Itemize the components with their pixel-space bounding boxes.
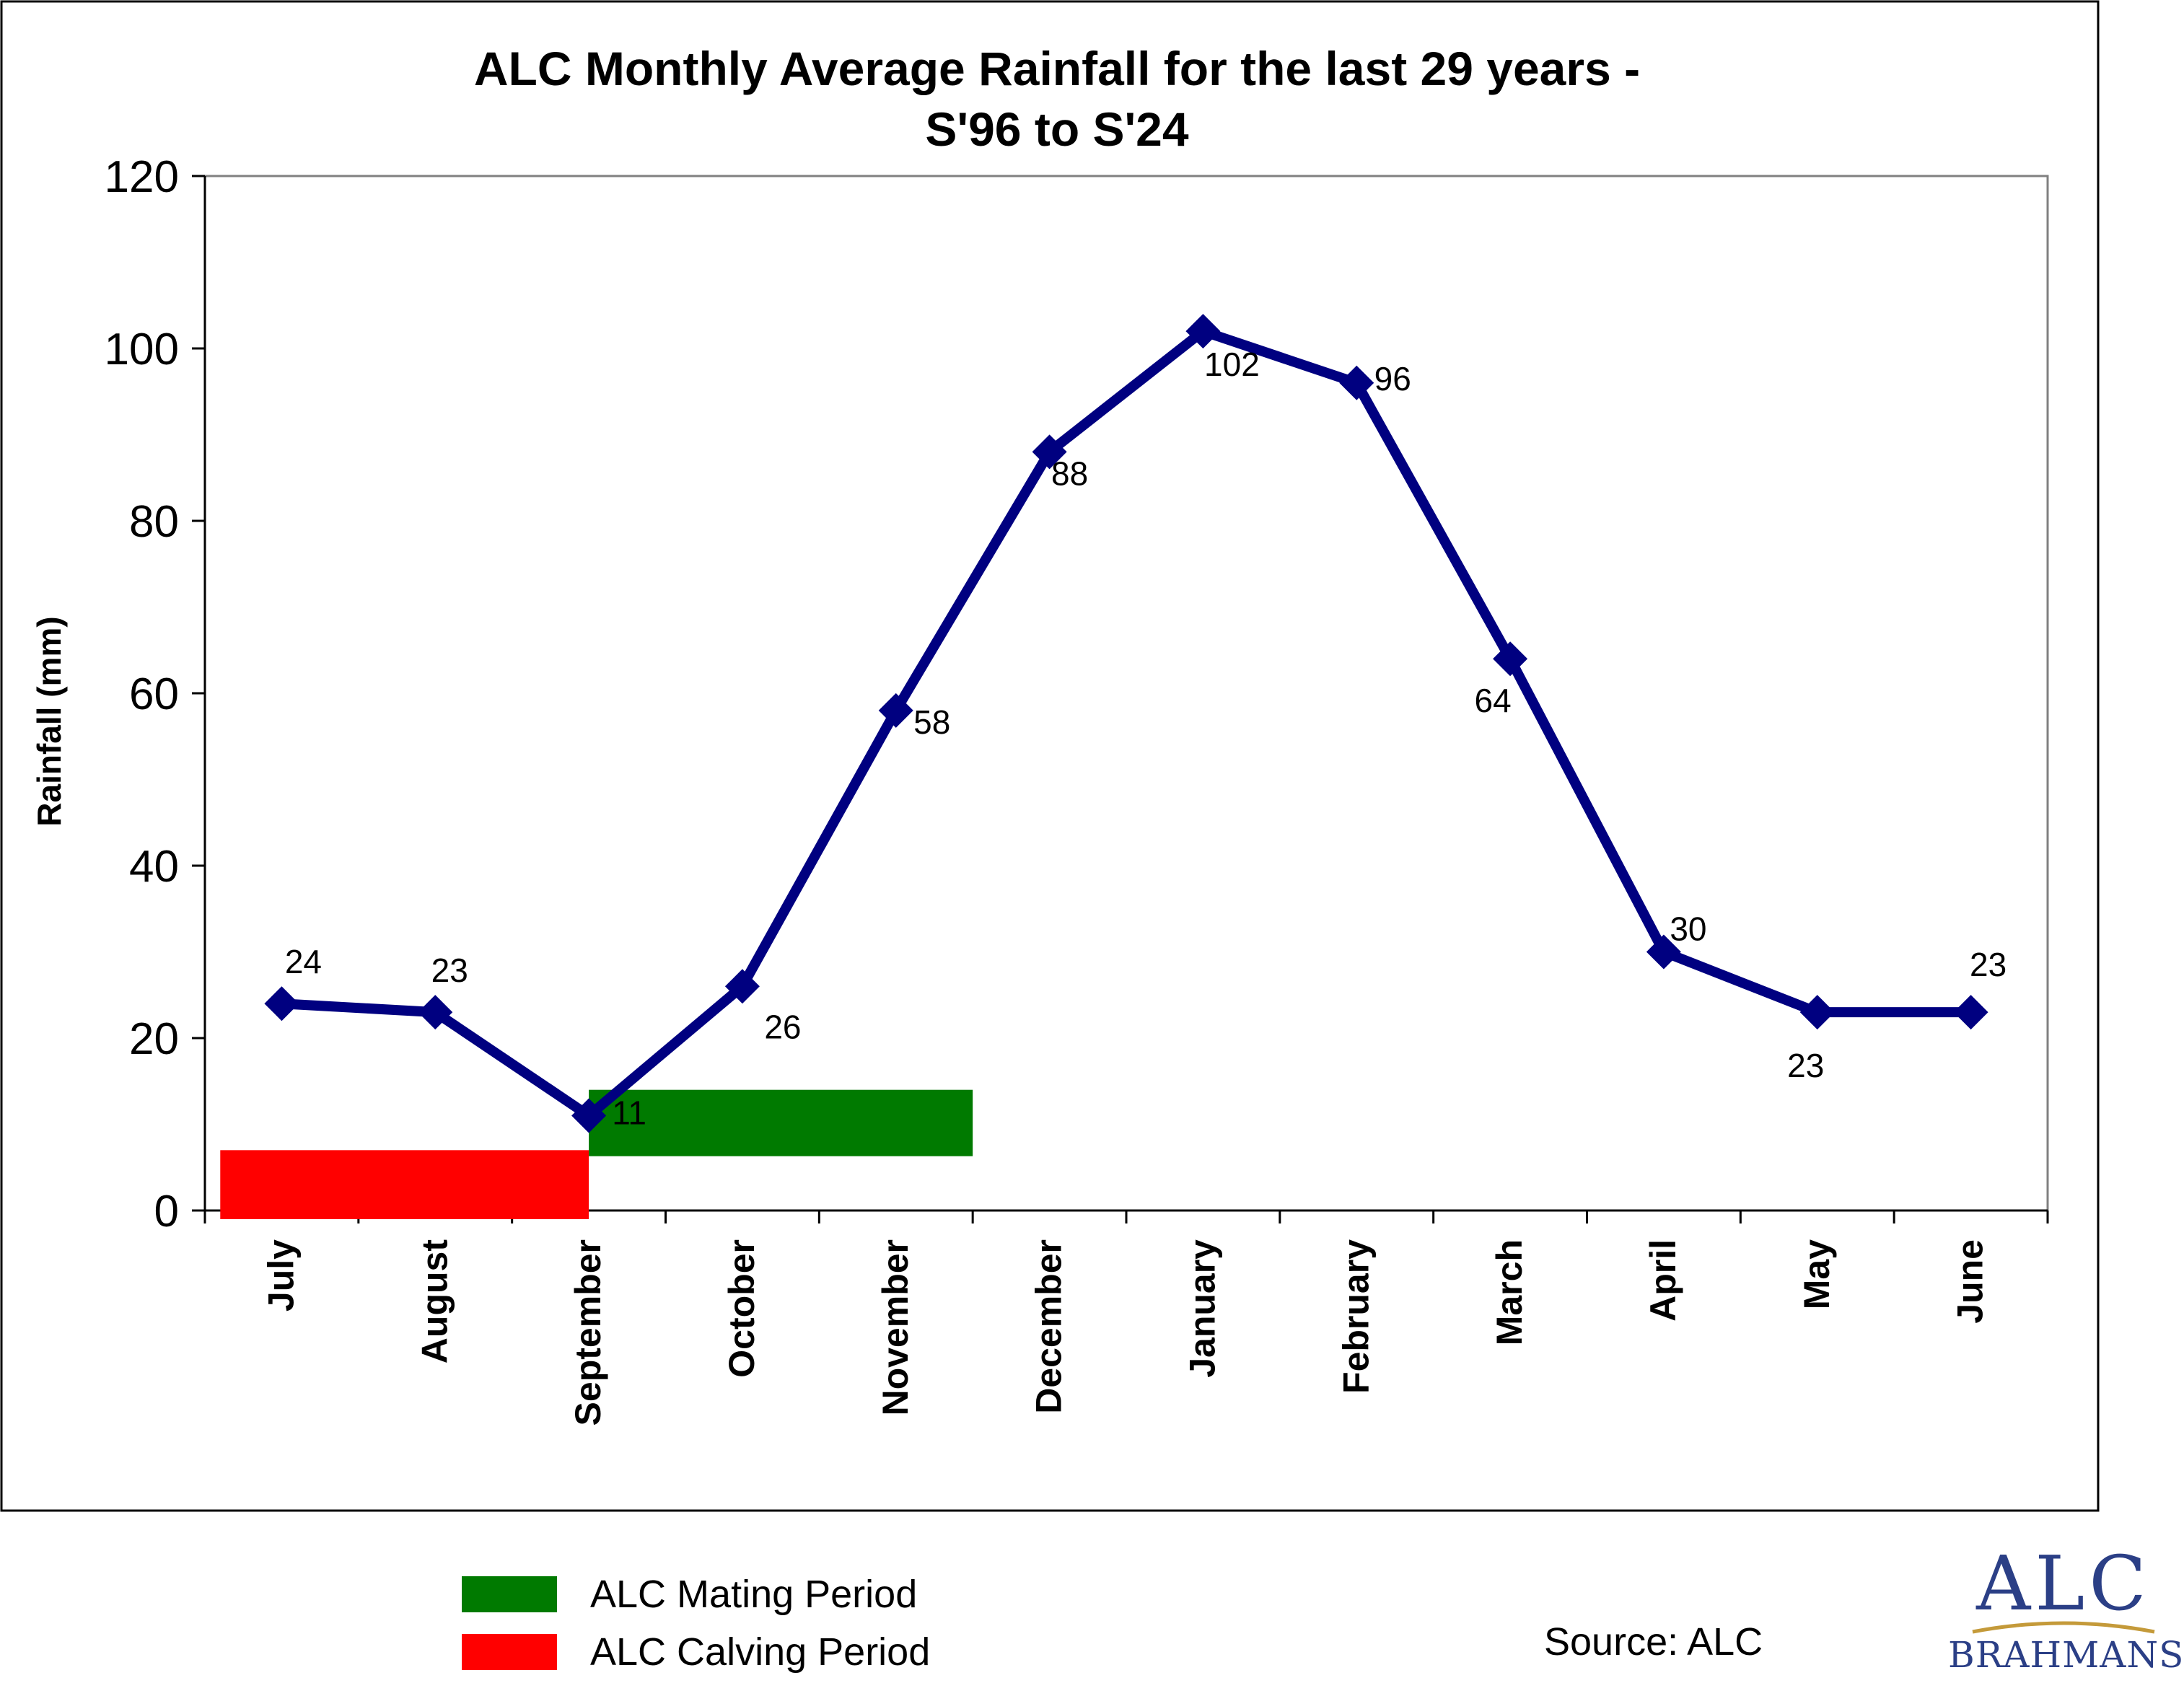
- chart-title: ALC Monthly Average Rainfall for the las…: [474, 42, 1640, 95]
- data-point: [1799, 995, 1835, 1030]
- legend-item-calving: ALC Calving Period: [462, 1623, 930, 1681]
- data-point: [1185, 314, 1221, 349]
- data-label: 23: [1787, 1047, 1824, 1084]
- data-label: 23: [1970, 946, 2007, 983]
- data-label: 64: [1474, 682, 1511, 719]
- data-point: [1032, 434, 1067, 470]
- legend-swatch-mating: [462, 1576, 557, 1612]
- x-tick-label: January: [1182, 1239, 1222, 1378]
- chart-subtitle: S'96 to S'24: [925, 102, 1189, 156]
- y-tick-label: 60: [129, 669, 179, 719]
- y-tick-label: 20: [129, 1014, 179, 1064]
- period-bar: [220, 1150, 589, 1219]
- x-tick-label: September: [568, 1239, 608, 1425]
- logo-sub-text: BRAHMANS: [1948, 1634, 2184, 1676]
- y-axis-label: Rainfall (mm): [30, 616, 68, 826]
- x-tick-label: December: [1029, 1239, 1069, 1414]
- data-point: [1339, 365, 1374, 400]
- y-tick-label: 80: [129, 497, 179, 547]
- x-tick-label: February: [1336, 1239, 1376, 1394]
- data-label: 30: [1670, 910, 1706, 948]
- data-point: [571, 1098, 607, 1133]
- data-label: 23: [431, 952, 468, 989]
- source-note: Source: ALC: [1544, 1620, 1763, 1664]
- legend: ALC Mating Period ALC Calving Period: [462, 1565, 930, 1681]
- data-label: 102: [1204, 346, 1260, 383]
- data-point: [1953, 995, 1988, 1030]
- data-label: 11: [612, 1094, 646, 1132]
- data-label: 26: [764, 1008, 801, 1045]
- data-label: 96: [1374, 360, 1411, 397]
- legend-item-mating: ALC Mating Period: [462, 1565, 930, 1623]
- data-label: 24: [285, 943, 322, 980]
- legend-label-mating: ALC Mating Period: [590, 1573, 918, 1616]
- y-tick-label: 0: [154, 1187, 179, 1236]
- logo-main-text: ALC: [1976, 1539, 2151, 1627]
- plot-area: [203, 175, 2049, 1212]
- x-tick-label: June: [1950, 1239, 1991, 1324]
- x-tick-label: May: [1797, 1239, 1837, 1309]
- data-point: [724, 969, 760, 1004]
- logo-arc-icon: [1972, 1621, 2155, 1634]
- data-point: [1646, 934, 1681, 970]
- data-label: 88: [1051, 454, 1088, 492]
- y-tick-label: 40: [129, 842, 179, 892]
- y-tick-label: 120: [105, 152, 179, 202]
- legend-swatch-calving: [462, 1634, 557, 1670]
- period-bar: [589, 1089, 973, 1156]
- x-tick-label: July: [260, 1239, 301, 1311]
- data-point: [264, 986, 299, 1021]
- x-tick-label: March: [1489, 1239, 1530, 1345]
- data-point: [878, 693, 913, 728]
- x-tick-label: April: [1643, 1239, 1683, 1322]
- data-point: [1493, 641, 1528, 677]
- x-tick-label: October: [722, 1239, 762, 1378]
- alc-brahmans-logo: ALC BRAHMANS: [1948, 1539, 2184, 1688]
- x-tick-label: November: [875, 1239, 916, 1416]
- y-tick-label: 100: [105, 325, 179, 374]
- x-tick-label: August: [414, 1239, 455, 1364]
- data-label: 58: [913, 703, 950, 741]
- data-point: [418, 995, 453, 1030]
- legend-label-calving: ALC Calving Period: [590, 1630, 931, 1674]
- series-line: [276, 326, 1976, 1121]
